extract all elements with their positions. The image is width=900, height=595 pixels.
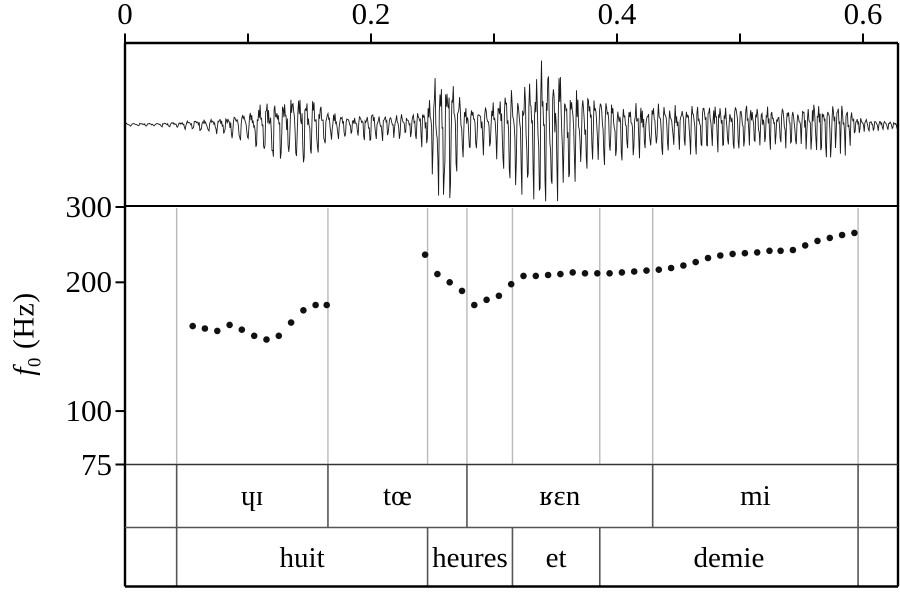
pitch-point (814, 237, 821, 245)
pitch-point (532, 272, 540, 280)
y-axis-title-f: f (7, 366, 41, 376)
pitch-point (618, 269, 626, 276)
y-axis-title-sub: 0 (24, 357, 46, 367)
pitch-point (594, 270, 601, 277)
pitch-point (458, 287, 466, 295)
pitch-point (655, 266, 663, 274)
pitch-point (667, 264, 675, 272)
pitch-point (214, 327, 221, 335)
y-axis-title-unit: (Hz) (7, 292, 41, 358)
pitch-point (838, 231, 846, 239)
word-label: huit (279, 542, 325, 574)
pitch-point (581, 270, 589, 277)
pitch-point (557, 270, 564, 278)
pitch-point (741, 249, 749, 257)
syllable-label: tœ (382, 480, 412, 512)
pitch-point (275, 332, 283, 340)
pitch-point (238, 326, 246, 334)
pitch-point (606, 270, 613, 277)
syllable-label: mi (740, 480, 771, 512)
tier-boundary-lines (175, 464, 859, 587)
waveform-path (124, 60, 899, 202)
pitch-point (446, 279, 454, 286)
pitch-point (789, 246, 797, 254)
pitch-point (189, 322, 196, 330)
pitch-point (483, 296, 490, 304)
pitch-point (471, 301, 478, 309)
pitch-point (826, 234, 834, 242)
pitch-point (495, 292, 503, 300)
pitch-point (421, 251, 429, 258)
axes-frame (123, 41, 900, 588)
axis-ticks (115, 33, 864, 466)
syllable-label: ɥɪ (241, 480, 264, 512)
pitch-point (226, 321, 233, 329)
pitch-point (766, 247, 773, 255)
pitch-point (851, 229, 858, 237)
segment-boundary-gridlines (175, 208, 859, 464)
pitch-point (544, 271, 552, 279)
pitch-point (569, 269, 576, 276)
pitch-point (680, 262, 687, 269)
x-axis-tick-label: 0.2 (351, 0, 391, 31)
pitch-point (263, 336, 270, 343)
pitch-point (507, 280, 515, 288)
pitch-point (777, 247, 784, 255)
pitch-point (704, 254, 712, 262)
pitch-point (323, 301, 331, 309)
pitch-point (729, 250, 736, 258)
word-label: heures (432, 542, 508, 574)
pitch-point (312, 301, 319, 309)
pitch-point (520, 272, 527, 280)
pitch-point (630, 268, 638, 275)
pitch-point (692, 258, 699, 266)
y-axis-tick-label: 200 (65, 264, 113, 300)
pitch-point (300, 307, 307, 314)
y-axis-tick-label: 100 (65, 393, 113, 429)
pitch-point (643, 267, 650, 274)
pitch-point (250, 332, 258, 340)
pitch-point (434, 270, 441, 278)
pitch-point (287, 319, 295, 326)
x-axis-tick-label: 0.6 (843, 0, 883, 31)
x-axis-tick-label: 0 (117, 0, 133, 31)
syllable-label: ʁɛn (539, 480, 581, 512)
waveform-trace (124, 60, 899, 202)
pitch-point (753, 249, 761, 256)
y-axis-tick-label: 300 (65, 189, 113, 224)
y-axis-tick-label: 75 (81, 446, 112, 482)
f0-contour-dots (189, 229, 858, 343)
word-label: et (545, 542, 567, 574)
pitch-point (801, 242, 809, 249)
word-label: demie (693, 542, 765, 574)
pitch-point (201, 325, 209, 332)
y-axis-title: f0 (Hz) (8, 292, 47, 376)
x-axis-tick-label: 0.4 (597, 0, 637, 31)
pitch-point (717, 252, 724, 259)
